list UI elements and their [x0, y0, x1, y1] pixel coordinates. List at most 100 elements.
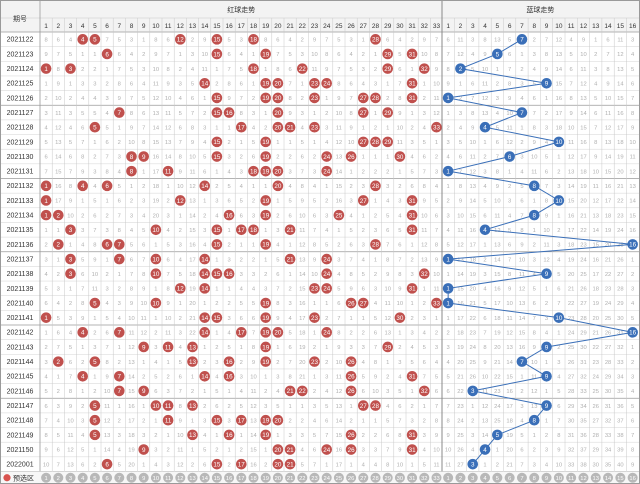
preselect-blue-ball[interactable] [553, 472, 564, 483]
preselect-red-ball[interactable] [224, 472, 235, 483]
missing-count: 6 [606, 38, 609, 44]
preselect-red-ball[interactable] [126, 472, 137, 483]
preselect-red-ball[interactable] [211, 472, 222, 483]
missing-count: 7 [557, 301, 560, 307]
missing-count: 5 [69, 140, 72, 146]
preselect-red-ball[interactable] [102, 472, 113, 483]
preselect-red-ball[interactable] [370, 472, 381, 483]
preselect-blue-ball[interactable] [627, 472, 638, 483]
missing-count: 10 [67, 418, 73, 424]
preselect-red-ball[interactable] [346, 472, 357, 483]
preselect-red-ball[interactable] [297, 472, 308, 483]
missing-count: 2 [93, 67, 96, 73]
red-ball-number: 19 [262, 168, 270, 175]
preselect-red-ball[interactable] [382, 472, 393, 483]
preselect-red-ball[interactable] [394, 472, 405, 483]
red-ball [89, 297, 101, 309]
missing-count: 29 [580, 331, 586, 337]
preselect-red-ball[interactable] [175, 472, 186, 483]
preselect-red-ball[interactable] [65, 472, 76, 483]
preselect-blue-ball[interactable] [529, 472, 540, 483]
preselect-red-ball[interactable] [321, 472, 332, 483]
preselect-red-ball[interactable] [272, 472, 283, 483]
missing-count: 7 [81, 140, 84, 146]
missing-count: 2 [325, 199, 328, 205]
missing-count: 4 [203, 140, 207, 146]
preselect-red-ball[interactable] [407, 472, 418, 483]
missing-count: 23 [580, 243, 586, 249]
preselect-blue-ball[interactable] [578, 472, 589, 483]
missing-count: 17 [605, 199, 611, 205]
preselect-red-ball[interactable] [199, 472, 210, 483]
preselect-blue-ball[interactable] [516, 472, 527, 483]
preselect-red-ball[interactable] [77, 472, 88, 483]
red-ball-number: 31 [409, 212, 417, 219]
preselect-red-ball[interactable] [163, 472, 174, 483]
missing-count: 21 [593, 331, 599, 337]
preselect-blue-ball[interactable] [590, 472, 601, 483]
missing-count: 13 [580, 96, 586, 102]
blue-section-title: 蓝球走势 [526, 5, 554, 14]
preselect-red-ball[interactable] [236, 472, 247, 483]
missing-count: 1 [276, 345, 279, 351]
missing-count: 3 [240, 169, 243, 175]
missing-count: 2 [203, 404, 206, 410]
missing-count: 13 [189, 199, 195, 205]
missing-count: 1 [215, 433, 218, 439]
preselect-red-ball[interactable] [333, 472, 344, 483]
preselect-blue-ball[interactable] [603, 472, 614, 483]
missing-count: 2 [240, 257, 243, 263]
preselect-red-ball[interactable] [138, 472, 149, 483]
preselect-red-ball[interactable] [309, 472, 320, 483]
missing-count: 15 [593, 243, 599, 249]
red-ball [199, 268, 210, 280]
missing-count: 4 [203, 433, 207, 439]
preselect-red-ball[interactable] [150, 472, 161, 483]
missing-count: 10 [201, 52, 207, 58]
missing-count: 9 [179, 169, 182, 175]
red-number-header: 9 [142, 23, 146, 30]
preselect-red-ball[interactable] [53, 472, 64, 483]
blue-ball [528, 414, 540, 426]
missing-count: 13 [336, 155, 342, 161]
preselect-red-ball[interactable] [358, 472, 369, 483]
red-number-header: 8 [130, 23, 134, 30]
missing-count: 14 [55, 155, 62, 161]
red-ball-number: 1 [44, 315, 48, 322]
missing-count: 3 [203, 125, 206, 131]
preselect-blue-ball[interactable] [615, 472, 626, 483]
missing-count: 2 [227, 301, 230, 307]
preselect-blue-ball[interactable] [566, 472, 577, 483]
missing-count: 8 [44, 38, 47, 44]
preselect-blue-ball[interactable] [443, 472, 454, 483]
preselect-blue-ball[interactable] [455, 472, 466, 483]
preselect-red-ball[interactable] [114, 472, 125, 483]
missing-count: 2 [386, 169, 389, 175]
preselect-red-ball[interactable] [187, 472, 198, 483]
missing-count: 2 [215, 345, 218, 351]
period-label: 2021144 [7, 359, 34, 366]
preselect-red-ball[interactable] [41, 472, 52, 483]
missing-count: 8 [533, 125, 536, 131]
red-ball [260, 165, 272, 177]
blue-number-header: 9 [545, 23, 549, 30]
red-ball [101, 48, 113, 60]
preselect-blue-ball[interactable] [467, 472, 478, 483]
missing-count: 8 [471, 111, 474, 117]
missing-count: 14 [605, 155, 612, 161]
preselect-red-ball[interactable] [248, 472, 259, 483]
preselect-red-ball[interactable] [431, 472, 442, 483]
preselect-blue-ball[interactable] [541, 472, 552, 483]
preselect-blue-ball[interactable] [504, 472, 515, 483]
preselect-blue-ball[interactable] [492, 472, 503, 483]
preselect-red-ball[interactable] [419, 472, 430, 483]
preselect-blue-ball[interactable] [480, 472, 491, 483]
missing-count: 11 [544, 243, 550, 249]
preselect-red-ball[interactable] [89, 472, 100, 483]
missing-count: 26 [605, 331, 611, 337]
missing-count: 5 [69, 345, 72, 351]
red-number-header: 4 [81, 23, 85, 30]
preselect-red-ball[interactable] [285, 472, 296, 483]
preselect-red-ball[interactable] [260, 472, 271, 483]
missing-count: 21 [568, 287, 574, 293]
